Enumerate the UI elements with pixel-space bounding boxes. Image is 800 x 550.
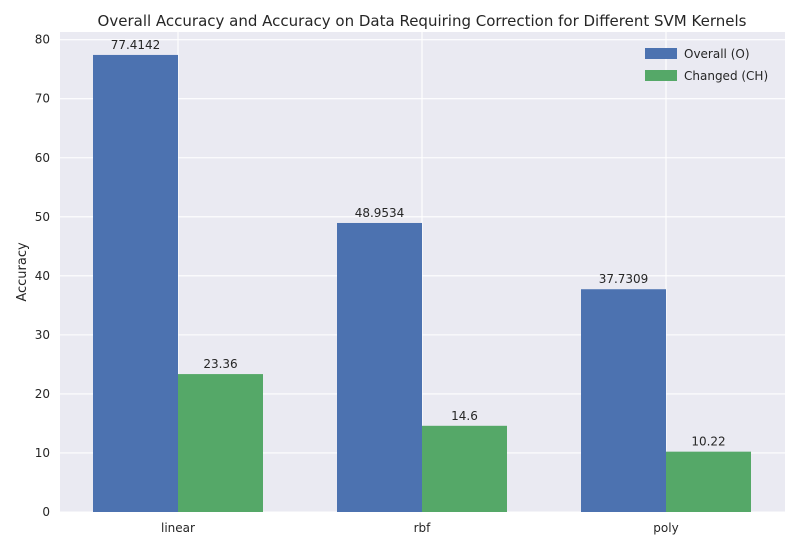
y-tick-label: 30 (35, 328, 50, 342)
legend: Overall (O) Changed (CH) (645, 47, 768, 83)
data-label-changed-poly: 10.22 (691, 435, 725, 449)
chart-title: Overall Accuracy and Accuracy on Data Re… (98, 12, 747, 30)
bar-overall-poly (581, 289, 666, 512)
x-axis-ticks: linear rbf poly (161, 521, 679, 535)
y-tick-label: 20 (35, 387, 50, 401)
bar-changed-poly (666, 451, 751, 512)
y-tick-label: 60 (35, 151, 50, 165)
legend-label-overall: Overall (O) (684, 47, 750, 61)
bar-changed-linear (178, 374, 263, 512)
y-tick-label: 10 (35, 446, 50, 460)
y-axis-label: Accuracy (15, 242, 30, 302)
data-label-changed-rbf: 14.6 (451, 409, 478, 423)
data-label-overall-poly: 37.7309 (599, 272, 649, 286)
data-labels: 77.4142 48.9534 37.7309 23.36 14.6 10.22 (111, 38, 726, 449)
legend-label-changed: Changed (CH) (684, 69, 768, 83)
y-tick-label: 0 (42, 505, 50, 519)
legend-swatch-overall (645, 48, 677, 59)
data-label-changed-linear: 23.36 (203, 357, 237, 371)
y-tick-label: 80 (35, 33, 50, 47)
bar-overall-rbf (337, 222, 422, 512)
y-tick-label: 40 (35, 269, 50, 283)
bar-changed-rbf (422, 425, 507, 512)
x-tick-label-linear: linear (161, 521, 195, 535)
legend-swatch-changed (645, 70, 677, 81)
data-label-overall-rbf: 48.9534 (355, 206, 405, 220)
y-tick-label: 50 (35, 210, 50, 224)
x-tick-label-rbf: rbf (414, 521, 432, 535)
x-tick-label-poly: poly (653, 521, 678, 535)
bar-overall-linear (93, 54, 178, 513)
y-tick-label: 70 (35, 92, 50, 106)
bars (93, 54, 751, 513)
y-axis-ticks: 0 10 20 30 40 50 60 70 80 (35, 33, 50, 519)
data-label-overall-linear: 77.4142 (111, 38, 161, 52)
